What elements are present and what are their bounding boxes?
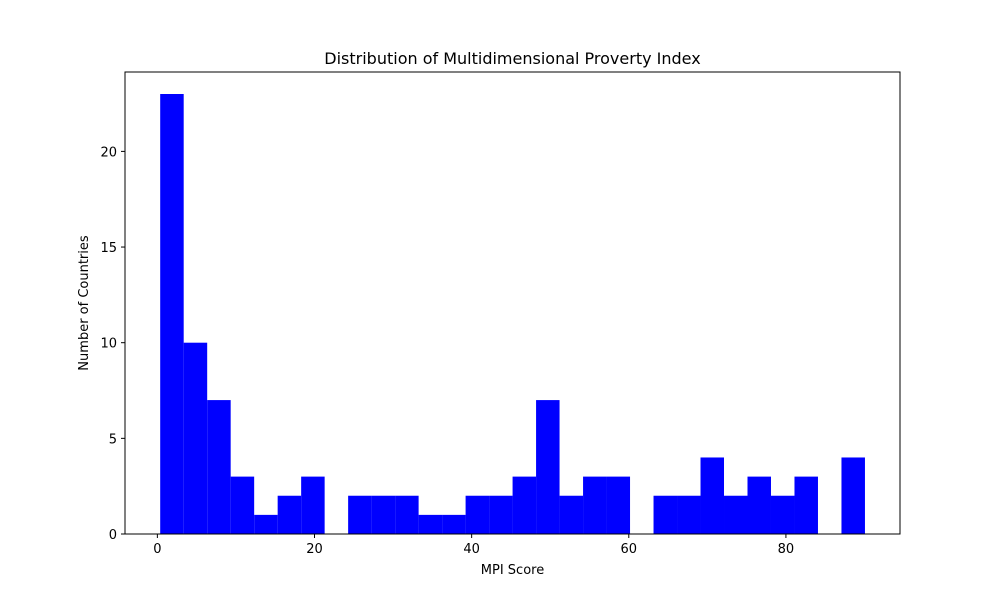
histogram-bar bbox=[770, 495, 795, 534]
histogram-bar bbox=[395, 495, 419, 534]
histogram-bar bbox=[536, 400, 560, 534]
x-tick-label: 80 bbox=[778, 542, 795, 557]
x-tick-label: 40 bbox=[463, 542, 480, 557]
x-axis-label: MPI Score bbox=[481, 563, 544, 578]
bars-group bbox=[160, 94, 865, 534]
histogram-bar bbox=[348, 495, 372, 534]
histogram-bar bbox=[677, 495, 701, 534]
histogram-bar bbox=[277, 495, 302, 534]
histogram-bar bbox=[371, 495, 396, 534]
y-tick-label: 5 bbox=[109, 432, 117, 447]
y-tick-label: 10 bbox=[100, 337, 117, 352]
histogram-bar bbox=[207, 400, 231, 534]
y-tick-label: 0 bbox=[109, 528, 117, 543]
y-tick-label: 15 bbox=[100, 241, 117, 256]
histogram-bar bbox=[700, 457, 725, 534]
x-axis-ticks: 0 20 40 60 80 bbox=[153, 534, 794, 557]
chart-title: Distribution of Multidimensional Provert… bbox=[324, 49, 700, 68]
histogram-bar bbox=[301, 476, 325, 534]
histogram-bar bbox=[418, 514, 443, 534]
x-tick-label: 20 bbox=[306, 542, 323, 557]
y-axis-ticks: 0 5 10 15 20 bbox=[100, 145, 125, 543]
histogram-bar bbox=[183, 342, 208, 534]
y-tick-label: 20 bbox=[100, 145, 117, 160]
histogram-bar bbox=[747, 476, 771, 534]
x-tick-label: 60 bbox=[621, 542, 638, 557]
histogram-bar bbox=[489, 495, 513, 534]
x-tick-label: 0 bbox=[153, 542, 161, 557]
histogram-bar bbox=[606, 476, 631, 534]
histogram-bar bbox=[841, 457, 865, 534]
histogram-bar bbox=[794, 476, 818, 534]
histogram-bar bbox=[512, 476, 537, 534]
histogram-bar bbox=[653, 495, 678, 534]
histogram-bar bbox=[160, 94, 184, 534]
histogram-bar bbox=[465, 495, 490, 534]
histogram-bar bbox=[230, 476, 255, 534]
histogram-bar bbox=[724, 495, 748, 534]
histogram-bar bbox=[583, 476, 607, 534]
histogram-bar bbox=[254, 514, 278, 534]
histogram-bar bbox=[442, 514, 466, 534]
y-axis-label: Number of Countries bbox=[77, 235, 92, 371]
histogram-bar bbox=[559, 495, 584, 534]
plot-frame bbox=[124, 71, 901, 535]
